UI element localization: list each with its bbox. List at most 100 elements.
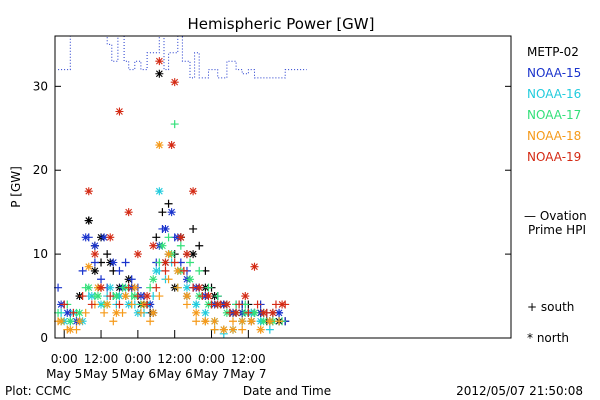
x-tick-date-label: May 5 bbox=[46, 367, 82, 381]
x-tick-date-label: May 7 bbox=[230, 367, 266, 381]
x-tick-date-label: May 7 bbox=[193, 367, 229, 381]
south-point bbox=[78, 266, 87, 275]
marker-south-legend: + south bbox=[527, 300, 574, 314]
series-noaa-19 bbox=[60, 57, 290, 317]
south-point bbox=[143, 300, 152, 309]
south-point bbox=[164, 199, 173, 208]
north-point bbox=[173, 266, 182, 275]
north-point bbox=[232, 308, 241, 317]
north-point bbox=[124, 208, 133, 217]
north-point bbox=[152, 266, 161, 275]
south-point bbox=[244, 308, 253, 317]
north-point bbox=[143, 292, 152, 301]
north-point bbox=[247, 317, 256, 326]
legend-entry-noaa-19: NOAA-19 bbox=[527, 150, 581, 164]
north-point bbox=[155, 187, 164, 196]
legend-entry-noaa-16: NOAA-16 bbox=[527, 87, 581, 101]
south-point bbox=[127, 275, 136, 284]
north-point bbox=[201, 317, 210, 326]
south-point bbox=[275, 317, 284, 326]
south-point bbox=[69, 308, 78, 317]
north-point bbox=[100, 233, 109, 242]
x-axis-label: Date and Time bbox=[243, 384, 331, 398]
south-point bbox=[115, 300, 124, 309]
x-tick-time-label: 12:00 bbox=[84, 352, 119, 366]
south-point bbox=[189, 224, 198, 233]
ovation-legend-line2: Prime HPI bbox=[528, 223, 586, 237]
south-point bbox=[152, 283, 161, 292]
north-point bbox=[90, 241, 99, 250]
south-point bbox=[136, 308, 145, 317]
north-point bbox=[84, 283, 93, 292]
chart-title: Hemispheric Power [GW] bbox=[188, 15, 375, 33]
ovation-legend-line1: — Ovation bbox=[524, 209, 587, 223]
north-point bbox=[278, 300, 287, 309]
south-point bbox=[78, 292, 87, 301]
y-tick-label: 10 bbox=[33, 247, 48, 261]
south-point bbox=[97, 275, 106, 284]
north-point bbox=[84, 216, 93, 225]
north-point bbox=[133, 250, 142, 259]
north-point bbox=[75, 308, 84, 317]
north-point bbox=[103, 300, 112, 309]
north-point bbox=[155, 141, 164, 150]
south-point bbox=[253, 300, 262, 309]
north-point bbox=[265, 317, 274, 326]
y-tick-label: 20 bbox=[33, 163, 48, 177]
north-point bbox=[250, 262, 259, 271]
south-point bbox=[155, 292, 164, 301]
south-point bbox=[179, 266, 188, 275]
south-point bbox=[103, 250, 112, 259]
north-point bbox=[149, 308, 158, 317]
south-point bbox=[186, 258, 195, 267]
south-point bbox=[170, 258, 179, 267]
north-point bbox=[66, 317, 75, 326]
north-point bbox=[149, 275, 158, 284]
south-point bbox=[60, 300, 69, 309]
north-point bbox=[182, 283, 191, 292]
south-point bbox=[173, 283, 182, 292]
south-point bbox=[121, 258, 130, 267]
north-point bbox=[75, 317, 84, 326]
series-noaa-18 bbox=[54, 141, 284, 334]
north-point bbox=[210, 317, 219, 326]
marker-north-legend: * north bbox=[527, 331, 569, 345]
y-axis-ticks: 0 10 20 30 bbox=[33, 79, 511, 345]
south-point bbox=[204, 283, 213, 292]
north-point bbox=[186, 275, 195, 284]
south-point bbox=[100, 308, 109, 317]
y-axis-label: P [GW] bbox=[9, 166, 23, 208]
north-point bbox=[189, 187, 198, 196]
south-point bbox=[161, 266, 170, 275]
north-point bbox=[90, 250, 99, 259]
north-point bbox=[250, 308, 259, 317]
south-point bbox=[133, 292, 142, 301]
ovation-prime-hpi-line bbox=[58, 35, 307, 79]
north-point bbox=[106, 233, 115, 242]
north-point bbox=[259, 308, 268, 317]
north-point bbox=[84, 262, 93, 271]
legend: METP-02 NOAA-15 NOAA-16 NOAA-17 NOAA-18 NOAA-… bbox=[527, 45, 581, 164]
south-point bbox=[170, 120, 179, 129]
north-point bbox=[204, 292, 213, 301]
south-point bbox=[235, 300, 244, 309]
legend-entry-metp-02: METP-02 bbox=[527, 45, 579, 59]
south-point bbox=[176, 241, 185, 250]
legend-entry-noaa-17: NOAA-17 bbox=[527, 108, 581, 122]
south-point bbox=[127, 300, 136, 309]
legend-entry-noaa-18: NOAA-18 bbox=[527, 129, 581, 143]
north-point bbox=[130, 283, 139, 292]
north-point bbox=[121, 292, 130, 301]
south-point bbox=[229, 317, 238, 326]
north-point bbox=[241, 292, 250, 301]
x-tick-time-label: 0:00 bbox=[124, 352, 151, 366]
south-point bbox=[164, 275, 173, 284]
south-point bbox=[192, 317, 201, 326]
north-point bbox=[195, 283, 204, 292]
south-point bbox=[109, 317, 118, 326]
footer-timestamp: 2012/05/07 21:50:08 bbox=[456, 384, 583, 398]
north-point bbox=[164, 250, 173, 259]
x-tick-date-label: May 6 bbox=[157, 367, 193, 381]
south-point bbox=[238, 325, 247, 334]
south-point bbox=[81, 308, 90, 317]
